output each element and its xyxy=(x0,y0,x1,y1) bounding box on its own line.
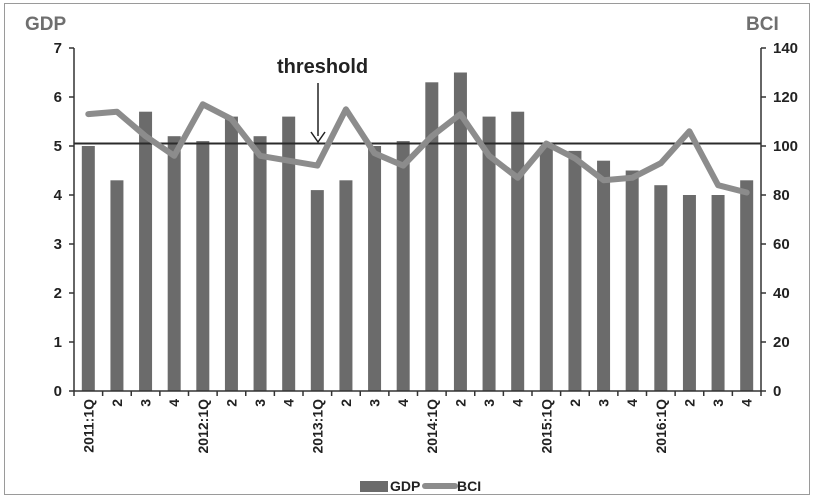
legend-gdp-swatch xyxy=(360,481,388,492)
x-tick-label: 2 xyxy=(223,399,239,407)
x-tick-label: 2014:1Q xyxy=(424,399,440,454)
y2-tick-label: 20 xyxy=(773,334,790,351)
x-tick-label: 4 xyxy=(624,399,640,407)
gdp-bar xyxy=(282,116,296,391)
x-tick-label: 2 xyxy=(452,399,468,407)
y-tick-label: 3 xyxy=(54,236,62,253)
x-tick-label: 2011:1Q xyxy=(80,399,96,453)
y-tick-label: 4 xyxy=(54,187,63,204)
y-tick-label: 7 xyxy=(54,40,62,57)
gdp-bar xyxy=(339,180,353,391)
gdp-bci-chart: 0 1 2 3 4 5 6 7 0 20 40 60 80 100 120 140 2011:1Q 2 3 4 2012… xyxy=(54,40,798,494)
y-tick-label: 6 xyxy=(54,89,62,106)
x-tick-label: 4 xyxy=(166,399,182,407)
gdp-bar xyxy=(224,116,238,391)
y2-tick-label: 40 xyxy=(773,285,790,302)
gdp-bar xyxy=(539,146,553,391)
gdp-bar xyxy=(196,141,210,391)
y-tick-label: 5 xyxy=(54,138,62,155)
gdp-bar xyxy=(425,82,439,392)
gdp-bar xyxy=(625,170,639,391)
x-tick-label: 2016:1Q xyxy=(653,399,669,454)
chart-frame: GDP BCI 0 1 2 3 4 5 6 7 0 20 40 60 80 100 120 140 2011:1… xyxy=(4,3,810,495)
y2-tick-label: 140 xyxy=(773,40,798,57)
gdp-bar xyxy=(453,72,467,391)
x-tick-label: 4 xyxy=(395,399,411,407)
gdp-bar xyxy=(253,136,267,391)
gdp-bar xyxy=(682,195,696,391)
y2-tick-label: 120 xyxy=(773,89,798,106)
x-tick-label: 3 xyxy=(367,399,383,407)
gdp-bar xyxy=(368,146,382,391)
gdp-bar xyxy=(110,180,124,391)
legend-bci-label: BCI xyxy=(457,478,481,494)
gdp-bar xyxy=(511,111,525,391)
x-tick-label: 4 xyxy=(281,399,297,407)
gdp-bar xyxy=(396,141,410,391)
y-tick-label: 1 xyxy=(54,334,62,351)
legend-gdp-label: GDP xyxy=(390,478,420,494)
gdp-bar xyxy=(568,150,582,391)
gdp-bar xyxy=(740,180,754,391)
gdp-bar xyxy=(139,111,153,391)
gdp-bar xyxy=(310,190,324,391)
x-tick-label: 2015:1Q xyxy=(538,399,554,454)
y2-tick-label: 0 xyxy=(773,383,781,400)
x-tick-label: 2 xyxy=(338,399,354,407)
gdp-bar xyxy=(167,136,181,391)
x-tick-label: 2 xyxy=(109,399,125,407)
gdp-bar xyxy=(482,116,496,391)
x-tick-label: 3 xyxy=(138,399,154,407)
y2-tick-label: 100 xyxy=(773,138,798,155)
gdp-bar xyxy=(654,185,668,391)
y-axis-title: GDP xyxy=(25,14,67,35)
y-tick-label: 0 xyxy=(54,383,62,400)
gdp-bar xyxy=(597,160,611,391)
x-tick-label: 3 xyxy=(710,399,726,407)
x-tick-label: 2 xyxy=(567,399,583,407)
x-tick-label: 2013:1Q xyxy=(309,399,325,454)
y2-axis-title: BCI xyxy=(746,14,779,35)
x-tick-label: 2012:1Q xyxy=(195,399,211,454)
gdp-bar xyxy=(711,195,725,391)
y-tick-label: 2 xyxy=(54,285,62,302)
x-tick-label: 3 xyxy=(481,399,497,407)
threshold-label: threshold xyxy=(277,56,368,78)
y2-tick-label: 60 xyxy=(773,236,790,253)
x-tick-label: 3 xyxy=(596,399,612,407)
x-tick-label: 2 xyxy=(681,399,697,407)
gdp-bar xyxy=(81,146,95,391)
x-tick-label: 4 xyxy=(739,399,755,407)
x-tick-label: 4 xyxy=(510,399,526,407)
y2-tick-label: 80 xyxy=(773,187,790,204)
bci-line xyxy=(85,101,750,196)
x-tick-label: 3 xyxy=(252,399,268,407)
threshold-arrow-icon xyxy=(310,131,326,144)
